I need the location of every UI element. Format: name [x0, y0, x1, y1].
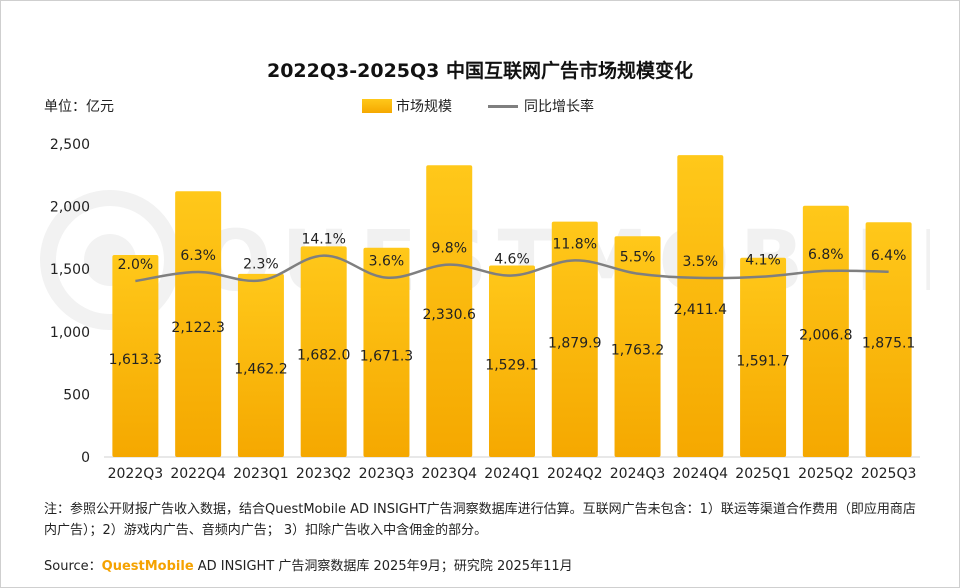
legend-bar-swatch [362, 99, 392, 113]
bar [237, 273, 284, 457]
bar-value-label: 1,529.1 [485, 357, 538, 373]
x-tick-label: 2025Q1 [735, 466, 791, 482]
bar-value-label: 1,462.2 [234, 361, 287, 377]
bar [426, 165, 473, 458]
x-tick-label: 2025Q2 [798, 466, 854, 482]
growth-rate-label: 4.6% [494, 252, 530, 268]
source-prefix: Source： [44, 559, 102, 574]
bar [865, 222, 912, 457]
bar-value-label: 1,682.0 [297, 348, 350, 364]
growth-rate-label: 5.5% [620, 250, 656, 266]
bar [551, 221, 598, 457]
bar-value-label: 1,671.3 [360, 348, 413, 364]
growth-rate-label: 9.8% [431, 241, 467, 257]
y-tick-label: 2,000 [50, 200, 90, 216]
legend-bar-label: 市场规模 [396, 99, 452, 115]
legend-line-label: 同比增长率 [524, 99, 594, 115]
bar [112, 255, 159, 457]
bar [175, 191, 222, 458]
bar-value-label: 2,006.8 [799, 327, 852, 343]
y-tick-label: 1,500 [50, 262, 90, 278]
bar-value-label: 1,763.2 [611, 343, 664, 359]
x-tick-label: 2023Q4 [421, 466, 477, 482]
bar [489, 265, 535, 457]
growth-rate-label: 11.8% [553, 236, 597, 252]
x-tick-label: 2024Q3 [610, 466, 666, 482]
legend-line-swatch [488, 104, 518, 108]
growth-rate-label: 2.0% [118, 257, 154, 273]
bar-value-label: 2,122.3 [171, 320, 224, 336]
x-tick-label: 2024Q2 [547, 466, 603, 482]
bar [740, 257, 787, 457]
y-tick-label: 500 [63, 387, 90, 403]
bar [614, 236, 661, 457]
y-tick-label: 2,500 [50, 137, 90, 153]
growth-rate-label: 4.1% [745, 253, 781, 269]
growth-rate-label: 14.1% [301, 232, 345, 248]
source-line: Source：QuestMobile AD INSIGHT 广告洞察数据库 20… [44, 555, 573, 574]
y-tick-label: 0 [81, 450, 90, 466]
x-tick-label: 2023Q3 [359, 466, 415, 482]
growth-rate-label: 6.8% [808, 247, 844, 263]
x-tick-label: 2022Q4 [170, 466, 226, 482]
bar [300, 246, 347, 457]
bar-value-label: 2,330.6 [423, 307, 477, 323]
growth-rate-label: 3.6% [369, 254, 405, 270]
bar [677, 155, 724, 457]
x-tick-label: 2024Q1 [484, 466, 540, 482]
legend-item-bar: 市场规模 [362, 96, 452, 116]
x-tick-label: 2025Q3 [861, 466, 917, 482]
y-tick-label: 1,000 [50, 325, 90, 341]
footnote: 注：参照公开财报广告收入数据，结合QuestMobile AD INSIGHT广… [44, 502, 916, 538]
legend-item-line: 同比增长率 [488, 96, 594, 116]
growth-rate-label: 6.3% [180, 248, 216, 264]
x-tick-label: 2022Q3 [108, 466, 164, 482]
bar-value-label: 1,875.1 [862, 336, 915, 352]
bar [363, 247, 410, 457]
source-rest: AD INSIGHT 广告洞察数据库 2025年9月；研究院 2025年11月 [193, 559, 573, 574]
growth-rate-label: 6.4% [871, 248, 907, 264]
unit-label: 单位：亿元 [44, 99, 114, 115]
bar [802, 205, 849, 457]
bar-value-label: 1,613.3 [109, 352, 162, 368]
growth-rate-label: 3.5% [683, 254, 719, 270]
bar-value-label: 2,411.4 [674, 302, 728, 318]
growth-rate-label: 2.3% [243, 256, 279, 272]
bar-value-label: 1,879.9 [548, 335, 601, 351]
source-brand: QuestMobile [101, 559, 194, 574]
x-tick-label: 2023Q2 [296, 466, 352, 482]
x-tick-label: 2023Q1 [233, 466, 289, 482]
x-tick-label: 2024Q4 [673, 466, 729, 482]
bar-value-label: 1,591.7 [736, 353, 789, 369]
chart-title: 2022Q3-2025Q3 中国互联网广告市场规模变化 [266, 60, 693, 82]
